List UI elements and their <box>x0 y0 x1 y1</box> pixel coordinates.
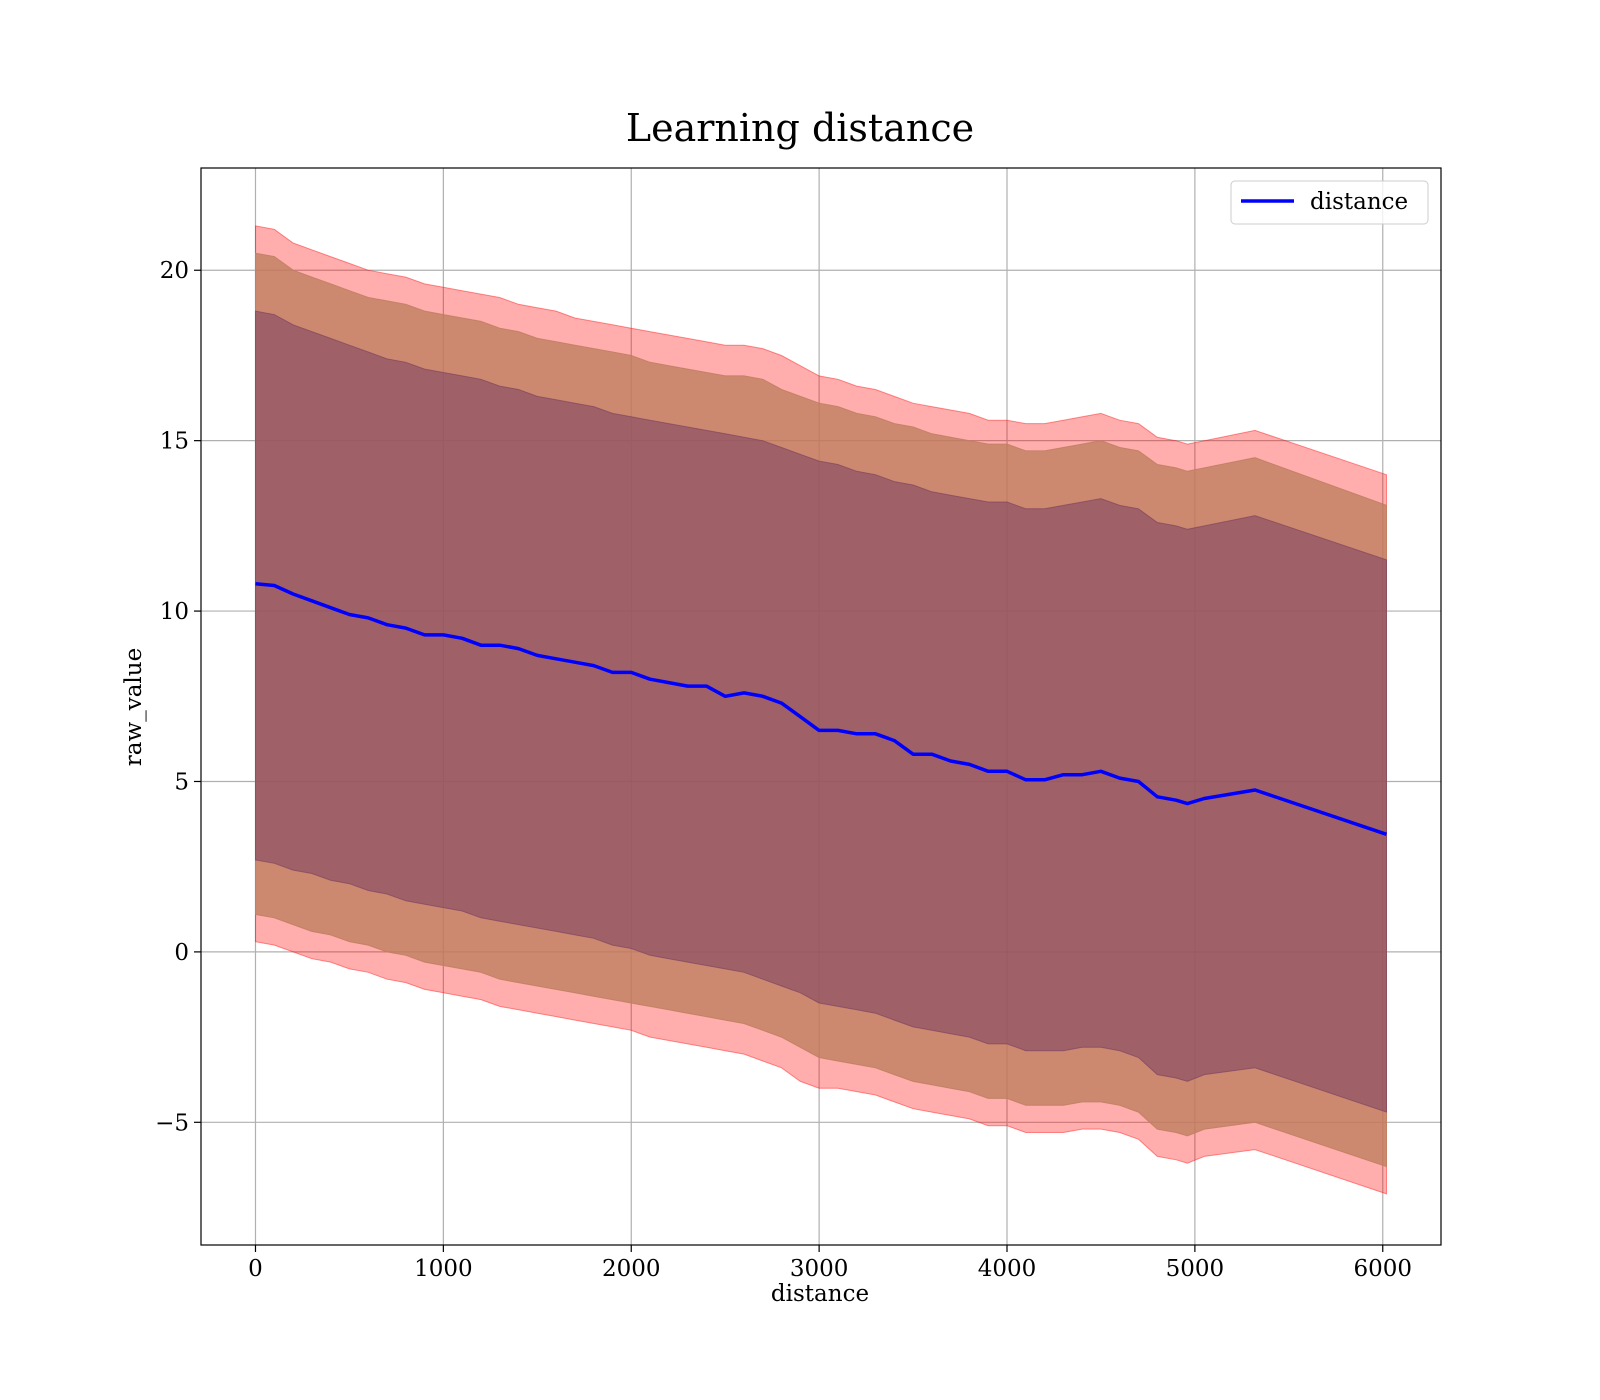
series-line-distance <box>255 582 1388 836</box>
confidence-bands <box>255 225 1387 1195</box>
y-tick-label: 20 <box>160 258 189 284</box>
band-inner <box>255 310 1387 1113</box>
y-tick-label: 5 <box>174 769 189 795</box>
x-tick-label: 5000 <box>1166 1256 1225 1282</box>
y-axis-ticks: −5 0 5 10 15 20 <box>155 258 201 1136</box>
legend-label-distance: distance <box>1310 189 1408 215</box>
x-tick-label: 0 <box>248 1256 263 1282</box>
y-axis-label: raw_value <box>121 648 147 766</box>
legend-box <box>1230 180 1429 225</box>
legend: distance <box>1230 180 1429 225</box>
y-tick-label: 0 <box>174 940 189 966</box>
x-tick-label: 2000 <box>602 1256 661 1282</box>
x-tick-label: 3000 <box>790 1256 849 1282</box>
plot-frame <box>200 167 1442 1246</box>
chart-title: Learning distance <box>626 106 974 150</box>
x-axis-label: distance <box>771 1281 869 1307</box>
x-tick-label: 1000 <box>414 1256 473 1282</box>
y-tick-label: 15 <box>160 429 189 455</box>
y-tick-label: 10 <box>160 599 189 625</box>
series-lines <box>255 582 1388 836</box>
x-axis-ticks: 0 1000 2000 3000 4000 5000 6000 <box>248 1245 1412 1282</box>
y-tick-label: −5 <box>155 1110 189 1136</box>
x-tick-label: 4000 <box>978 1256 1037 1282</box>
x-tick-label: 6000 <box>1353 1256 1412 1282</box>
